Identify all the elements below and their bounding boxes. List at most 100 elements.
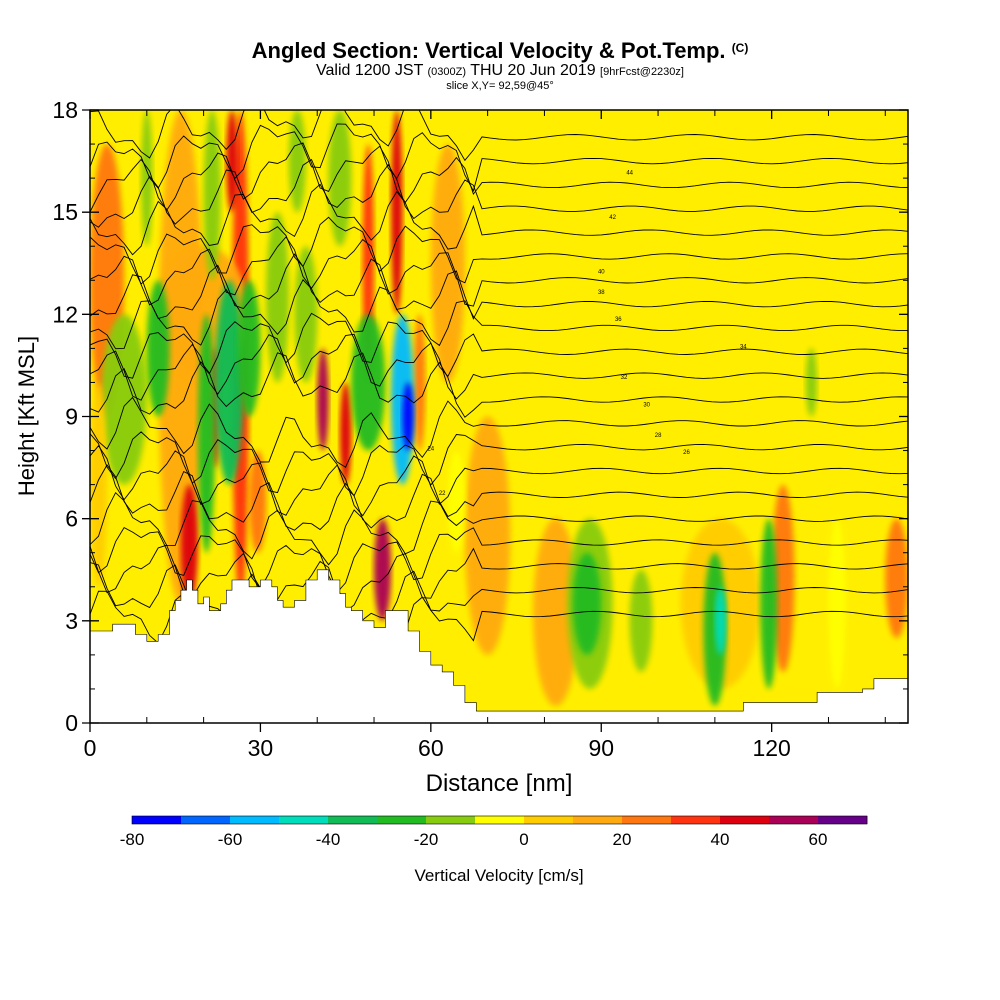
colorbar-swatch xyxy=(426,816,476,824)
velocity-cell xyxy=(771,484,795,672)
velocity-cell xyxy=(146,280,170,417)
colorbar-tick-label: -20 xyxy=(414,830,439,849)
velocity-cell xyxy=(198,314,215,553)
x-tick-label: 0 xyxy=(84,735,97,761)
y-tick-label: 9 xyxy=(65,404,78,430)
colorbar-swatch xyxy=(475,816,525,824)
colorbar: -80 -60 -40 -20 0 20 40 60 xyxy=(120,815,868,849)
colorbar-swatch xyxy=(671,816,721,824)
velocity-cell xyxy=(90,382,107,587)
colorbar-swatch xyxy=(769,816,819,824)
chart-title-block: Angled Section: Vertical Velocity & Pot.… xyxy=(0,36,1000,93)
colorbar-tick-label: 60 xyxy=(809,830,828,849)
y-tick-label: 15 xyxy=(52,199,78,225)
x-tick-label: 120 xyxy=(752,735,790,761)
theta-label: 26 xyxy=(683,450,690,456)
theta-contour xyxy=(90,158,908,228)
x-tick-label: 90 xyxy=(588,735,614,761)
chart-subtitle: Valid 1200 JST (0300Z) THU 20 Jun 2019 [… xyxy=(316,62,684,79)
theta-contour xyxy=(90,183,908,256)
theta-contour xyxy=(90,142,908,213)
x-tick-label: 30 xyxy=(248,735,274,761)
velocity-cell xyxy=(572,552,602,655)
theta-label: 22 xyxy=(439,491,446,497)
colorbar-swatch xyxy=(720,816,770,824)
velocity-cell xyxy=(805,348,818,417)
terrain-mask xyxy=(90,569,908,723)
colorbar-frame xyxy=(131,815,868,825)
theta-label: 24 xyxy=(427,447,434,453)
theta-label: 36 xyxy=(615,317,622,323)
colorbar-swatch xyxy=(181,816,231,824)
theta-contour xyxy=(90,123,908,193)
theta-contour xyxy=(90,527,908,594)
theta-label: 32 xyxy=(621,375,628,381)
y-tick-label: 6 xyxy=(65,506,78,532)
colorbar-swatch xyxy=(377,816,427,824)
colorbar-swatch xyxy=(279,816,329,824)
terrain xyxy=(90,569,908,723)
theta-contour xyxy=(90,464,908,531)
x-axis-label: Distance [nm] xyxy=(426,770,573,797)
theta-label: 30 xyxy=(643,402,650,408)
y-tick-label: 12 xyxy=(52,301,78,327)
velocity-cell xyxy=(141,110,153,247)
velocity-cell xyxy=(430,144,465,383)
y-tick-label: 0 xyxy=(65,710,78,736)
velocity-cell xyxy=(351,314,386,451)
slice-label: slice X,Y= 92,59@45° xyxy=(446,80,554,92)
y-tick-label: 3 xyxy=(65,608,78,634)
colorbar-tick-label: -80 xyxy=(120,830,145,849)
theta-contour xyxy=(90,544,908,613)
velocity-cell xyxy=(180,484,198,604)
theta-label: 34 xyxy=(740,344,747,350)
velocity-cell xyxy=(294,246,318,383)
velocity-cell xyxy=(447,450,465,553)
velocity-cell xyxy=(226,110,238,213)
theta-contour xyxy=(90,445,908,517)
velocity-cell xyxy=(464,416,511,655)
theta-contour xyxy=(90,312,908,379)
colorbar-swatch xyxy=(132,816,182,824)
velocity-cell xyxy=(249,450,267,553)
theta-contour xyxy=(90,236,908,307)
theta-contour xyxy=(90,253,908,320)
velocity-cell xyxy=(714,586,727,655)
colorbar-swatch xyxy=(328,816,378,824)
velocity-cell xyxy=(413,314,426,451)
theta-label: 28 xyxy=(655,433,662,439)
velocity-cell xyxy=(533,518,579,706)
x-tick-label: 60 xyxy=(418,735,444,761)
theta-contour xyxy=(90,110,908,162)
velocity-cell xyxy=(629,569,653,672)
theta-label: 40 xyxy=(598,270,605,276)
colorbar-tick-label: 40 xyxy=(711,830,730,849)
theta-contour xyxy=(90,279,908,350)
chart-title: Angled Section: Vertical Velocity & Pot.… xyxy=(251,38,749,63)
colorbar-tick-label: 20 xyxy=(613,830,632,849)
theta-label: 44 xyxy=(626,171,633,177)
y-tick-label: 18 xyxy=(52,97,78,123)
theta-contour xyxy=(90,333,908,401)
colorbar-tick-label: -60 xyxy=(218,830,243,849)
colorbar-tick-label: -40 xyxy=(316,830,341,849)
velocity-cell xyxy=(374,518,391,621)
velocity-cell xyxy=(402,382,414,451)
velocity-cell xyxy=(391,110,403,315)
velocity-cell xyxy=(237,280,261,417)
velocity-cell xyxy=(339,382,352,485)
velocity-cell xyxy=(317,348,329,451)
colorbar-label: Vertical Velocity [cm/s] xyxy=(414,866,583,885)
colorbar-swatch xyxy=(230,816,280,824)
theta-contours: 44 42 40 38 36 34 32 30 28 26 24 22 xyxy=(90,110,908,660)
velocity-cell xyxy=(828,518,846,689)
colorbar-swatch xyxy=(818,816,868,824)
colorbar-swatch xyxy=(622,816,672,824)
colorbar-swatch xyxy=(524,816,574,824)
theta-contour xyxy=(90,431,908,497)
velocity-cell xyxy=(288,110,306,213)
theta-contour xyxy=(90,396,908,468)
velocity-cell xyxy=(215,280,244,485)
